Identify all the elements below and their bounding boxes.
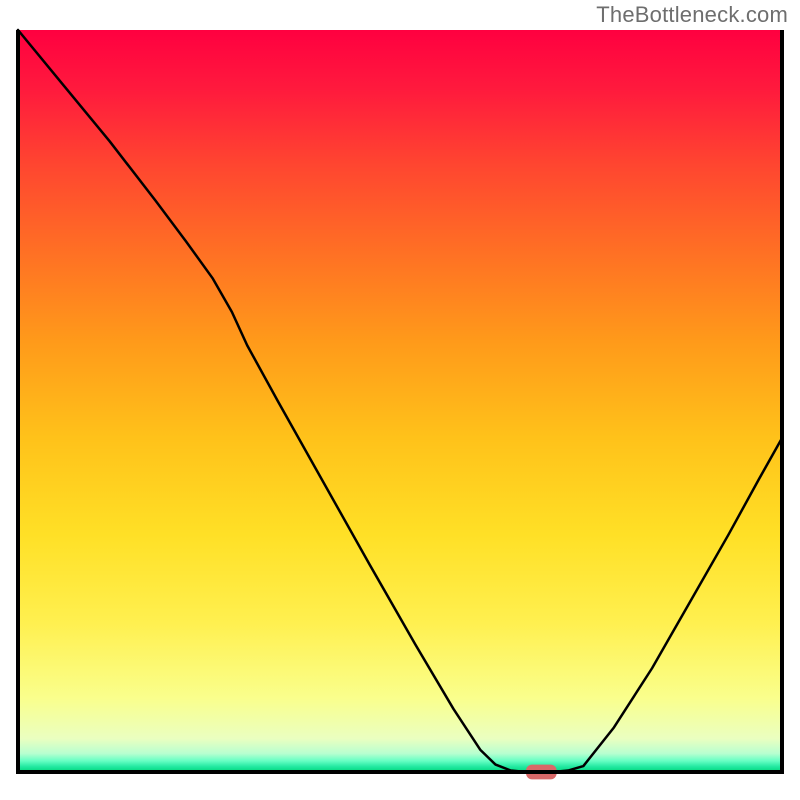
bottleneck-chart: TheBottleneck.com: [0, 0, 800, 800]
watermark-text: TheBottleneck.com: [596, 2, 788, 28]
chart-svg: [0, 0, 800, 800]
